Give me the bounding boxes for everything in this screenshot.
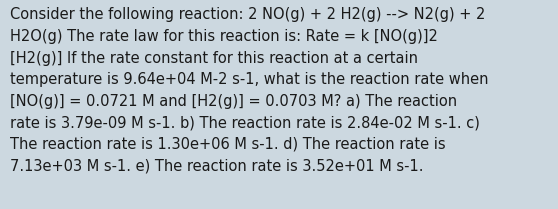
Text: Consider the following reaction: 2 NO(g) + 2 H2(g) --> N2(g) + 2
H2O(g) The rate: Consider the following reaction: 2 NO(g)… (10, 7, 489, 173)
